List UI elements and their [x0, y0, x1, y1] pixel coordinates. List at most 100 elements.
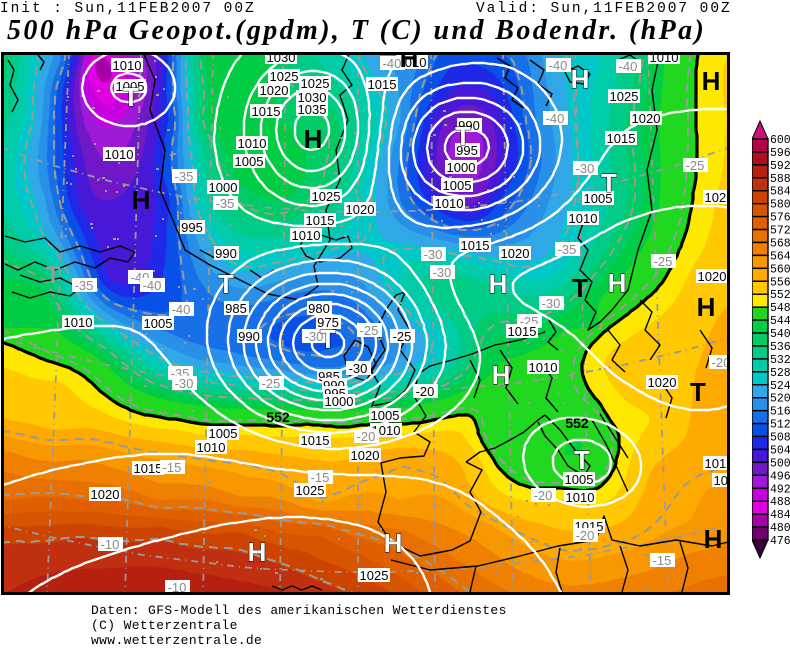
svg-text:1015: 1015 — [607, 131, 636, 146]
svg-text:-25: -25 — [686, 158, 705, 173]
svg-text:576: 576 — [770, 212, 790, 225]
svg-text:-20: -20 — [576, 528, 595, 543]
svg-text:588: 588 — [770, 173, 790, 186]
svg-text:-40: -40 — [619, 59, 638, 74]
svg-text:492: 492 — [770, 483, 790, 496]
svg-text:1020: 1020 — [632, 111, 661, 126]
svg-text:580: 580 — [770, 199, 790, 212]
svg-text:-20: -20 — [712, 355, 730, 370]
svg-text:-30: -30 — [305, 329, 324, 344]
svg-text:504: 504 — [770, 444, 790, 457]
svg-text:-10: -10 — [168, 580, 187, 595]
svg-text:508: 508 — [770, 432, 790, 445]
svg-text:1020: 1020 — [698, 269, 727, 284]
svg-text:T: T — [572, 273, 588, 303]
svg-text:1005: 1005 — [209, 426, 238, 441]
svg-text:T: T — [46, 262, 61, 289]
svg-text:-15: -15 — [311, 470, 330, 485]
svg-text:-40: -40 — [143, 278, 162, 293]
svg-text:1015: 1015 — [461, 238, 490, 253]
svg-text:564: 564 — [770, 250, 790, 263]
svg-text:H: H — [697, 292, 716, 322]
svg-text:1010: 1010 — [105, 147, 134, 162]
svg-text:1010: 1010 — [566, 490, 595, 505]
svg-text:T: T — [123, 82, 139, 112]
svg-text:H: H — [384, 528, 403, 558]
svg-text:H: H — [400, 52, 419, 73]
svg-text:980: 980 — [308, 301, 330, 316]
svg-text:596: 596 — [770, 147, 790, 160]
svg-text:1015: 1015 — [134, 461, 163, 476]
svg-text:1010: 1010 — [529, 360, 558, 375]
svg-text:552: 552 — [565, 415, 589, 431]
svg-text:488: 488 — [770, 496, 790, 509]
svg-text:975: 975 — [317, 315, 339, 330]
svg-text:995: 995 — [181, 220, 203, 235]
svg-text:1015: 1015 — [306, 213, 335, 228]
svg-text:1015: 1015 — [252, 104, 281, 119]
svg-text:-30: -30 — [424, 247, 443, 262]
svg-text:H: H — [132, 185, 151, 215]
svg-text:-35: -35 — [75, 278, 94, 293]
svg-text:1025: 1025 — [705, 190, 730, 205]
svg-text:990: 990 — [458, 118, 480, 133]
svg-text:1010: 1010 — [197, 440, 226, 455]
svg-text:-10: -10 — [101, 537, 120, 552]
svg-text:T: T — [690, 377, 706, 407]
svg-text:556: 556 — [770, 276, 790, 289]
svg-text:496: 496 — [770, 470, 790, 483]
svg-text:-40: -40 — [383, 56, 402, 71]
svg-text:1005: 1005 — [116, 79, 145, 94]
svg-text:524: 524 — [770, 380, 790, 393]
svg-text:1010: 1010 — [64, 315, 93, 330]
svg-text:532: 532 — [770, 354, 790, 367]
svg-text:1020: 1020 — [351, 448, 380, 463]
svg-text:-30: -30 — [542, 296, 561, 311]
svg-text:1005: 1005 — [371, 408, 400, 423]
svg-text:-40: -40 — [549, 58, 568, 73]
svg-text:H: H — [704, 524, 723, 554]
svg-text:-35: -35 — [175, 169, 194, 184]
svg-text:990: 990 — [215, 246, 237, 261]
svg-text:1020: 1020 — [91, 487, 120, 502]
svg-text:528: 528 — [770, 367, 790, 380]
svg-text:1010: 1010 — [435, 196, 464, 211]
svg-text:-25: -25 — [262, 376, 281, 391]
svg-text:T: T — [218, 269, 234, 299]
svg-text:1025: 1025 — [301, 76, 330, 91]
svg-text:552: 552 — [770, 289, 790, 302]
svg-text:1030: 1030 — [298, 90, 327, 105]
svg-text:1010: 1010 — [569, 211, 598, 226]
svg-text:540: 540 — [770, 328, 790, 341]
svg-text:H: H — [304, 124, 323, 154]
svg-text:990: 990 — [238, 329, 260, 344]
svg-text:1025: 1025 — [610, 89, 639, 104]
svg-text:1005: 1005 — [565, 472, 594, 487]
svg-text:476: 476 — [770, 535, 790, 548]
svg-text:1000: 1000 — [325, 394, 354, 409]
svg-text:1015: 1015 — [368, 77, 397, 92]
svg-text:1000: 1000 — [209, 180, 238, 195]
svg-text:1025: 1025 — [270, 69, 299, 84]
svg-text:H: H — [608, 268, 627, 298]
svg-text:-40: -40 — [172, 302, 191, 317]
svg-text:1005: 1005 — [144, 316, 173, 331]
svg-text:-30: -30 — [576, 161, 595, 176]
svg-text:1020: 1020 — [648, 375, 677, 390]
svg-text:-20: -20 — [357, 429, 376, 444]
svg-text:H: H — [492, 360, 511, 390]
svg-text:995: 995 — [456, 143, 478, 158]
svg-text:1010: 1010 — [292, 228, 321, 243]
svg-text:1010: 1010 — [113, 58, 142, 73]
svg-text:-30: -30 — [175, 376, 194, 391]
svg-text:-15: -15 — [653, 553, 672, 568]
svg-text:1015: 1015 — [301, 433, 330, 448]
svg-text:-30: -30 — [349, 361, 368, 376]
svg-text:536: 536 — [770, 341, 790, 354]
svg-text:572: 572 — [770, 225, 790, 238]
svg-text:-35: -35 — [558, 242, 577, 257]
svg-text:1015: 1015 — [508, 324, 537, 339]
svg-text:T: T — [601, 168, 617, 198]
svg-text:1025: 1025 — [296, 483, 325, 498]
svg-text:480: 480 — [770, 522, 790, 535]
